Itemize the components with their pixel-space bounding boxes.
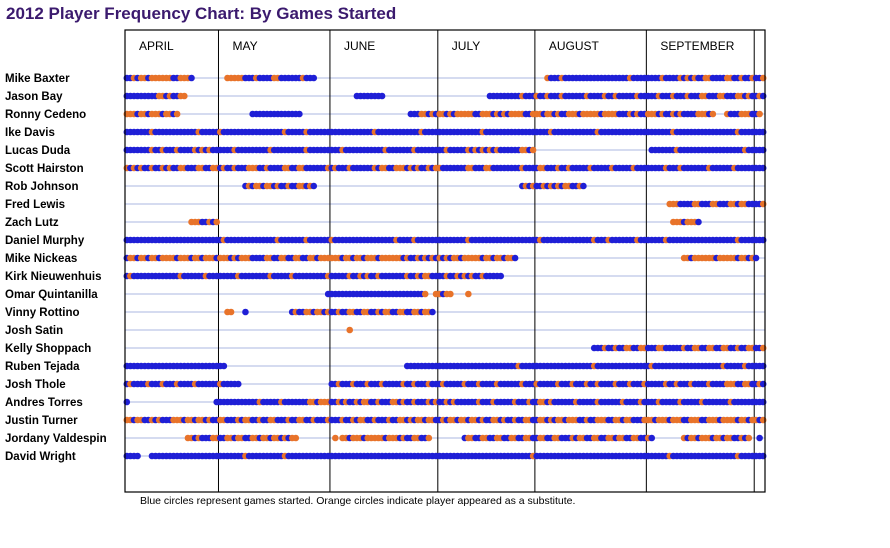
substitute-dot <box>173 110 181 118</box>
game-started-dot <box>429 308 436 316</box>
game-started-dot <box>756 434 763 442</box>
game-started-dot <box>648 434 656 442</box>
month-label: MAY <box>232 39 257 53</box>
game-started-dot <box>242 308 249 316</box>
player-label: Scott Hairston <box>5 163 84 175</box>
player-label: Omar Quintanilla <box>5 289 98 301</box>
chart-caption: Blue circles represent games started. Or… <box>140 495 575 507</box>
player-label: Ruben Tejada <box>5 361 80 373</box>
chart-title: 2012 Player Frequency Chart: By Games St… <box>6 4 397 23</box>
substitute-dot <box>346 326 354 334</box>
player-label: Josh Thole <box>5 379 66 391</box>
player-label: Zach Lutz <box>5 217 59 229</box>
substitute-dot <box>421 290 429 298</box>
substitute-dot <box>425 434 433 442</box>
player-label: Mike Nickeas <box>5 253 77 265</box>
game-started-dot <box>511 254 519 262</box>
substitute-dot <box>529 146 537 154</box>
month-label: JUNE <box>344 39 375 53</box>
month-label: SEPTEMBER <box>660 39 734 53</box>
substitute-dot <box>292 434 300 442</box>
substitute-dot <box>447 290 454 298</box>
game-started-dot <box>752 254 760 262</box>
player-label: Jordany Valdespin <box>5 433 107 445</box>
player-label: Kelly Shoppach <box>5 343 91 355</box>
player-label: Rob Johnson <box>5 181 78 193</box>
game-started-dot <box>188 74 195 82</box>
game-started-dot <box>497 272 505 280</box>
game-started-dot <box>580 182 587 190</box>
month-columns: APRIL MAY JUNE JULY AUGUST SEPTEMBER <box>139 30 755 492</box>
player-label: Daniel Murphy <box>5 235 85 247</box>
game-started-dot <box>310 74 318 82</box>
player-label: Justin Turner <box>5 415 78 427</box>
month-label: APRIL <box>139 39 174 53</box>
player-label: Josh Satin <box>5 325 63 337</box>
player-label: Kirk Nieuwenhuis <box>5 271 102 283</box>
substitute-dot <box>213 218 220 226</box>
substitute-dot <box>181 92 188 100</box>
substitute-dot <box>332 434 339 442</box>
game-started-dot <box>134 452 141 460</box>
player-label: Jason Bay <box>5 91 63 103</box>
player-label: David Wright <box>5 451 76 463</box>
player-label: Fred Lewis <box>5 199 65 211</box>
player-label: Mike Baxter <box>5 73 70 85</box>
game-started-dot <box>234 380 242 388</box>
player-label: Vinny Rottino <box>5 307 80 319</box>
game-started-dot <box>220 362 228 370</box>
game-markers <box>123 74 767 460</box>
substitute-dot <box>745 434 753 442</box>
player-label: Ike Davis <box>5 127 55 139</box>
substitute-dot <box>227 308 235 316</box>
game-started-dot <box>310 182 318 190</box>
substitute-dot <box>709 110 717 118</box>
month-label: JULY <box>452 39 480 53</box>
game-started-dot <box>296 110 303 118</box>
substitute-dot <box>756 110 763 118</box>
player-label: Lucas Duda <box>5 145 71 157</box>
substitute-dot <box>465 290 472 298</box>
player-label: Ronny Cedeno <box>5 109 86 121</box>
month-label: AUGUST <box>549 39 600 53</box>
game-started-dot <box>378 92 386 100</box>
player-labels: Mike Baxter Jason Bay Ronny Cedeno Ike Davi… <box>5 73 107 463</box>
game-started-dot <box>695 218 702 226</box>
plot-frame <box>124 29 766 493</box>
player-label: Andres Torres <box>5 397 83 409</box>
